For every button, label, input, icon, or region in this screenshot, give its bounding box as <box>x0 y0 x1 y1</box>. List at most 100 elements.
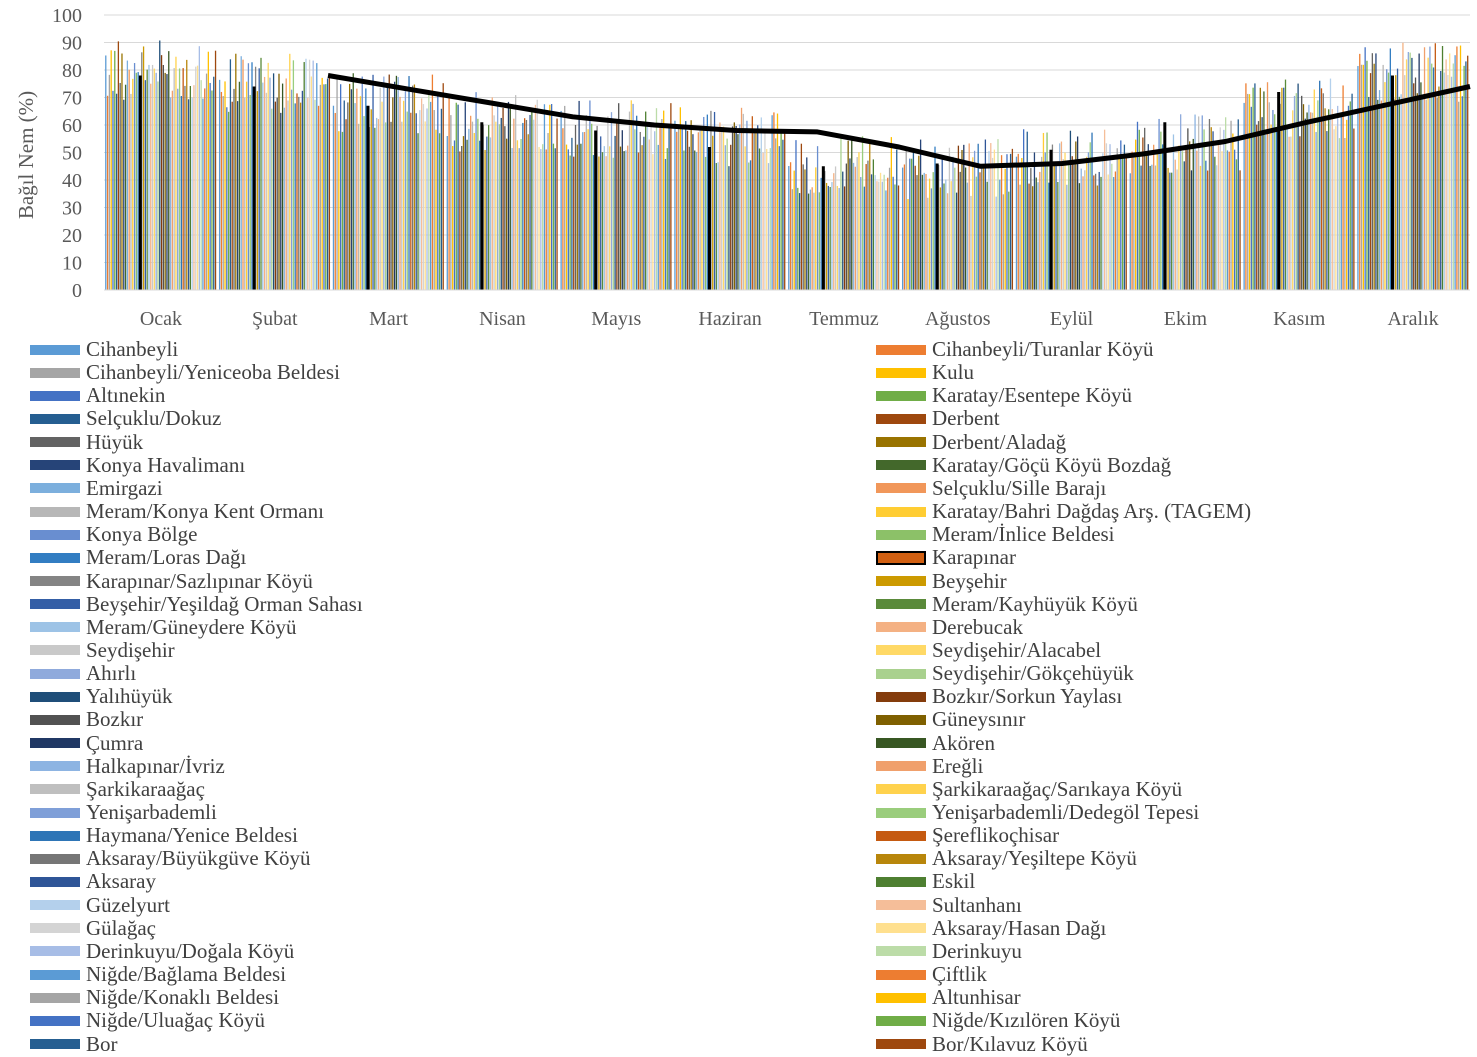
bar <box>1109 144 1111 290</box>
bar <box>562 128 564 290</box>
bar <box>676 131 678 290</box>
highlight-bar <box>707 147 711 290</box>
bar <box>829 186 831 290</box>
legend-label: Derinkuyu/Doğala Köyü <box>86 938 295 963</box>
bar <box>298 96 300 291</box>
bar <box>1019 184 1021 290</box>
bar <box>753 128 755 290</box>
bar <box>674 120 676 291</box>
legend-item: Güneysınır <box>876 708 1025 731</box>
bar <box>515 95 517 290</box>
bar <box>475 92 477 290</box>
bar <box>719 122 721 290</box>
bar <box>1046 132 1048 290</box>
bar <box>695 151 698 290</box>
bar <box>1153 144 1155 290</box>
bar <box>1359 53 1361 290</box>
bar <box>968 143 970 290</box>
legend-swatch <box>30 668 80 679</box>
bar <box>1094 173 1097 290</box>
bar <box>289 53 291 291</box>
bar <box>531 108 533 290</box>
bar <box>699 128 701 290</box>
bar <box>112 90 114 290</box>
legend-swatch <box>30 645 80 656</box>
bar <box>488 125 490 290</box>
bar <box>571 137 573 290</box>
legend-item: Emirgazi <box>30 475 163 500</box>
bar <box>775 138 777 290</box>
bar <box>375 117 378 291</box>
bar <box>1237 119 1239 290</box>
bar <box>1021 158 1023 290</box>
bar <box>379 87 381 290</box>
bar <box>1357 66 1359 290</box>
bar <box>1015 156 1018 290</box>
bar <box>1123 144 1126 290</box>
bar <box>574 124 577 290</box>
legend-label: Yenişarbademli/Dedegöl Tepesi <box>932 800 1200 824</box>
bar <box>383 76 385 290</box>
x-tick-label: Aralık <box>1388 308 1439 330</box>
bar <box>954 167 956 290</box>
highlight-bar <box>480 122 484 290</box>
bar <box>144 80 147 290</box>
bar <box>789 162 792 290</box>
legend-label: Derbent/Aladağ <box>932 429 1067 454</box>
bar <box>999 179 1001 290</box>
bar <box>1250 106 1252 290</box>
bar <box>1290 136 1292 290</box>
bar <box>187 99 190 290</box>
bar <box>1313 89 1315 290</box>
highlight-bar <box>1277 92 1281 290</box>
legend-item: Cihanbeyli/Yeniceoba Beldesi <box>30 361 340 384</box>
bar <box>137 72 139 291</box>
bar <box>186 59 188 290</box>
bar <box>336 78 338 291</box>
bar <box>755 130 757 290</box>
legend-label: Niğde/Kızılören Köyü <box>932 1008 1121 1033</box>
bar <box>516 140 519 290</box>
bar <box>424 121 426 291</box>
bar <box>1438 86 1440 291</box>
bar <box>220 91 223 290</box>
legend-item: Beyşehir/Yeşildağ Orman Sahası <box>30 592 363 616</box>
legend-label: Meram/İnlice Beldesi <box>932 522 1115 547</box>
bar <box>128 69 130 291</box>
legend-swatch <box>876 506 926 517</box>
bar <box>126 60 129 290</box>
legend-swatch <box>30 483 80 494</box>
bar <box>1080 168 1082 290</box>
bar <box>939 187 942 290</box>
bar <box>1009 153 1012 290</box>
legend-item: Selçuklu/Sille Barajı <box>876 476 1106 500</box>
bar <box>198 46 200 291</box>
bar <box>1201 115 1203 290</box>
bar <box>473 133 475 290</box>
legend-swatch <box>30 761 80 772</box>
bar <box>1082 176 1084 290</box>
bar <box>722 126 725 291</box>
bar <box>242 59 244 290</box>
bar <box>1212 131 1214 290</box>
bar <box>1274 114 1276 291</box>
bar <box>1308 104 1310 290</box>
y-tick-label: 10 <box>62 253 82 275</box>
highlight-bar <box>821 166 825 290</box>
legend-label: Cihanbeyli <box>86 337 179 361</box>
bar <box>1389 48 1391 290</box>
bar <box>948 147 951 290</box>
bar <box>1111 163 1113 290</box>
bar <box>1216 165 1218 290</box>
bar <box>377 119 380 291</box>
bar <box>655 108 658 291</box>
legend-swatch <box>30 622 80 633</box>
bar <box>117 41 120 290</box>
bar <box>204 88 206 291</box>
bar <box>932 172 934 290</box>
bar <box>627 145 629 290</box>
bar <box>901 167 904 290</box>
legend-label: Emirgazi <box>86 475 163 500</box>
bar <box>685 121 687 291</box>
bar <box>1116 148 1118 290</box>
